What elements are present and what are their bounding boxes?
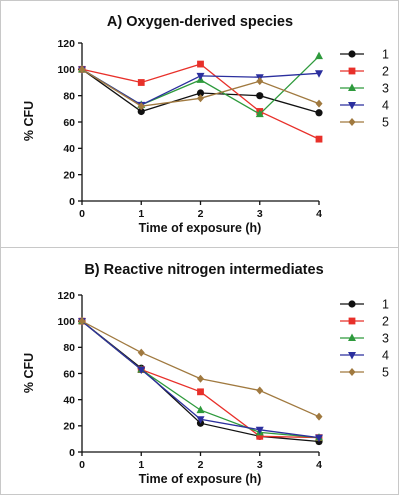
- legend-marker: [348, 368, 356, 376]
- data-point-series-5: [256, 386, 264, 395]
- data-point-series-5: [78, 317, 86, 326]
- x-tick-label: 1: [138, 208, 144, 220]
- y-tick-label: 0: [69, 196, 75, 208]
- y-tick-label: 20: [63, 421, 75, 433]
- data-point-series-1: [315, 109, 323, 117]
- legend-marker: [348, 352, 356, 360]
- legend-label: 1: [382, 48, 389, 62]
- legend-marker: [348, 102, 356, 110]
- legend: 1 2 3 4 5: [340, 298, 389, 380]
- data-point-series-5: [197, 94, 204, 103]
- legend-marker: [348, 118, 356, 126]
- x-tick-label: 3: [257, 208, 263, 220]
- legend-label: 5: [382, 366, 389, 380]
- y-axis-title: % CFU: [22, 353, 36, 393]
- series-line-5: [81, 320, 320, 418]
- chart-title: A) Oxygen-derived species: [107, 14, 293, 30]
- data-point-series-5: [315, 99, 323, 108]
- chart-panel-b: B) Reactive nitrogen intermediates % CFU…: [22, 262, 389, 486]
- data-point-series-2: [256, 432, 264, 440]
- y-tick-label: 100: [57, 64, 75, 76]
- data-point-series-2: [315, 135, 323, 143]
- data-point-series-1: [256, 92, 264, 100]
- data-point-series-4: [315, 434, 323, 443]
- legend-marker: [348, 333, 356, 341]
- x-axis-title: Time of exposure (h): [139, 221, 262, 235]
- data-point-series-5: [137, 102, 145, 111]
- data-point-series-3: [255, 109, 264, 118]
- legend-marker: [348, 83, 356, 91]
- x-tick-label: 4: [316, 208, 322, 220]
- legend: 1 2 3 4 5: [340, 48, 389, 130]
- data-point-series-5: [315, 412, 323, 421]
- legend-marker: [348, 317, 356, 325]
- data-point-series-1: [137, 107, 145, 116]
- data-point-series-5: [78, 65, 86, 74]
- data-point-series-2: [197, 60, 204, 68]
- axis-ticks: 0 20 40 60 80 100 120 0 1 2 3 4: [57, 38, 322, 220]
- x-tick-label: 0: [79, 208, 85, 220]
- data-point-series-3: [315, 51, 323, 60]
- data-point-series-2: [137, 79, 145, 86]
- y-tick-label: 120: [57, 290, 75, 302]
- data-point-series-4: [255, 426, 264, 435]
- data-point-series-4: [196, 72, 205, 81]
- chart-panel-a: A) Oxygen-derived species % CFU Time of …: [22, 14, 389, 235]
- chart-title: B) Reactive nitrogen intermediates: [84, 262, 323, 278]
- data-point-series-4: [137, 366, 146, 375]
- x-axis-title: Time of exposure (h): [139, 472, 262, 486]
- y-tick-label: 40: [63, 394, 75, 406]
- data-point-series-3: [196, 405, 205, 414]
- legend-label: 2: [382, 65, 389, 79]
- x-tick-label: 2: [198, 459, 204, 471]
- legend-label: 5: [382, 116, 389, 130]
- data-point-series-5: [197, 374, 204, 383]
- data-point-series-4: [315, 70, 323, 78]
- data-point-series-5: [137, 348, 145, 357]
- data-series: [78, 316, 323, 446]
- y-tick-label: 120: [57, 38, 75, 50]
- legend-label: 1: [382, 298, 389, 312]
- data-point-series-4: [196, 416, 205, 424]
- legend-label: 3: [382, 332, 389, 346]
- y-tick-label: 20: [63, 169, 75, 181]
- y-tick-label: 100: [57, 316, 75, 328]
- y-tick-label: 80: [63, 342, 75, 354]
- legend-label: 3: [382, 82, 389, 96]
- y-tick-label: 40: [63, 143, 75, 155]
- legend-label: 4: [382, 349, 389, 363]
- data-point-series-2: [197, 388, 204, 396]
- x-tick-label: 1: [138, 459, 144, 471]
- data-series: [78, 51, 323, 143]
- legend-label: 4: [382, 99, 389, 113]
- data-point-series-1: [196, 89, 205, 97]
- x-tick-label: 4: [316, 459, 322, 471]
- y-tick-label: 80: [63, 90, 75, 102]
- legend-marker: [348, 50, 356, 58]
- legend-marker: [348, 67, 356, 75]
- y-tick-label: 60: [63, 368, 75, 380]
- x-tick-label: 2: [198, 208, 204, 220]
- x-tick-label: 0: [79, 459, 85, 471]
- y-axis-title: % CFU: [22, 101, 36, 141]
- x-tick-label: 3: [257, 459, 263, 471]
- legend-label: 2: [382, 315, 389, 329]
- y-tick-label: 60: [63, 117, 75, 129]
- legend-marker: [348, 300, 356, 308]
- y-tick-label: 0: [69, 447, 75, 459]
- data-point-series-5: [256, 77, 264, 86]
- axis-ticks: 0 20 40 60 80 100 120 0 1 2 3 4: [57, 290, 322, 471]
